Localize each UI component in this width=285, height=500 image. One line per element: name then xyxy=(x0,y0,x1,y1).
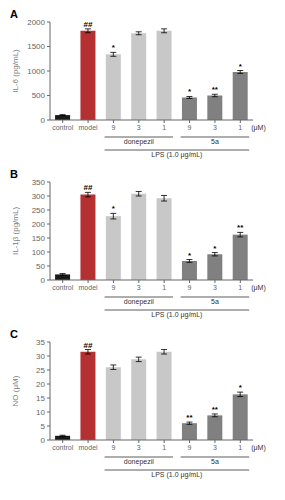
svg-text:*: * xyxy=(213,244,217,253)
svg-text:1: 1 xyxy=(238,444,242,451)
svg-text:model: model xyxy=(79,284,99,291)
svg-text:25: 25 xyxy=(36,366,45,375)
svg-text:**: ** xyxy=(212,85,219,94)
svg-text:control: control xyxy=(52,284,73,291)
svg-text:1500: 1500 xyxy=(27,42,45,51)
svg-text:##: ## xyxy=(83,341,92,350)
svg-text:NO (μM): NO (μM) xyxy=(11,375,20,406)
svg-text:2000: 2000 xyxy=(27,18,45,27)
svg-text:500: 500 xyxy=(32,91,46,100)
svg-text:5a: 5a xyxy=(211,298,219,305)
svg-text:9: 9 xyxy=(188,444,192,451)
svg-text:model: model xyxy=(79,124,99,131)
svg-text:control: control xyxy=(52,444,73,451)
svg-text:donepezil: donepezil xyxy=(124,298,154,306)
svg-text:350: 350 xyxy=(32,178,46,187)
svg-text:3: 3 xyxy=(213,124,217,131)
html-text:B: B xyxy=(10,168,18,180)
svg-text:0: 0 xyxy=(41,436,46,445)
svg-text:0: 0 xyxy=(41,276,46,285)
svg-text:LPS (1.0 μg/mL): LPS (1.0 μg/mL) xyxy=(151,311,202,319)
html-text:C: C xyxy=(10,328,18,340)
svg-text:30: 30 xyxy=(36,352,45,361)
svg-text:250: 250 xyxy=(32,206,46,215)
svg-text:9: 9 xyxy=(111,124,115,131)
svg-text:**: ** xyxy=(212,405,219,414)
svg-text:*: * xyxy=(112,204,116,213)
svg-text:9: 9 xyxy=(188,124,192,131)
svg-text:(μM): (μM) xyxy=(251,444,266,452)
svg-text:IL-6 (pg/mL): IL-6 (pg/mL) xyxy=(11,49,20,93)
svg-text:IL-1β (pg/mL): IL-1β (pg/mL) xyxy=(11,207,20,256)
svg-text:model: model xyxy=(79,444,99,451)
svg-text:(μM): (μM) xyxy=(251,124,266,132)
svg-text:10: 10 xyxy=(36,408,45,417)
svg-text:##: ## xyxy=(83,20,92,29)
svg-text:5: 5 xyxy=(41,422,46,431)
svg-text:3: 3 xyxy=(137,124,141,131)
svg-text:3: 3 xyxy=(137,444,141,451)
svg-text:0: 0 xyxy=(41,116,46,125)
svg-text:100: 100 xyxy=(32,248,46,257)
svg-text:control: control xyxy=(52,124,73,131)
svg-text:3: 3 xyxy=(213,444,217,451)
svg-text:15: 15 xyxy=(36,394,45,403)
svg-text:1: 1 xyxy=(162,284,166,291)
svg-text:*: * xyxy=(188,251,192,260)
svg-text:3: 3 xyxy=(213,284,217,291)
svg-text:50: 50 xyxy=(36,262,45,271)
svg-text:donepezil: donepezil xyxy=(124,458,154,466)
svg-text:##: ## xyxy=(83,183,92,192)
svg-text:300: 300 xyxy=(32,192,46,201)
svg-text:9: 9 xyxy=(188,284,192,291)
svg-text:5a: 5a xyxy=(211,458,219,465)
svg-text:9: 9 xyxy=(111,444,115,451)
svg-text:*: * xyxy=(188,87,192,96)
svg-text:**: ** xyxy=(237,223,244,232)
svg-text:1: 1 xyxy=(162,444,166,451)
svg-text:*: * xyxy=(239,383,243,392)
svg-text:LPS (1.0 μg/mL): LPS (1.0 μg/mL) xyxy=(151,151,202,159)
svg-text:5a: 5a xyxy=(211,138,219,145)
svg-text:3: 3 xyxy=(137,284,141,291)
svg-text:1: 1 xyxy=(238,284,242,291)
svg-text:**: ** xyxy=(186,413,193,422)
svg-text:9: 9 xyxy=(111,284,115,291)
svg-text:*: * xyxy=(239,62,243,71)
svg-text:1: 1 xyxy=(162,124,166,131)
svg-text:(μM): (μM) xyxy=(251,284,266,292)
svg-text:*: * xyxy=(112,43,116,52)
svg-text:LPS (1.0 μg/mL): LPS (1.0 μg/mL) xyxy=(151,471,202,479)
svg-text:150: 150 xyxy=(32,234,46,243)
svg-text:35: 35 xyxy=(36,338,45,347)
html-text:A: A xyxy=(10,8,18,20)
svg-text:donepezil: donepezil xyxy=(124,138,154,146)
svg-text:200: 200 xyxy=(32,220,46,229)
svg-text:1: 1 xyxy=(238,124,242,131)
svg-text:1000: 1000 xyxy=(27,67,45,76)
svg-text:20: 20 xyxy=(36,380,45,389)
